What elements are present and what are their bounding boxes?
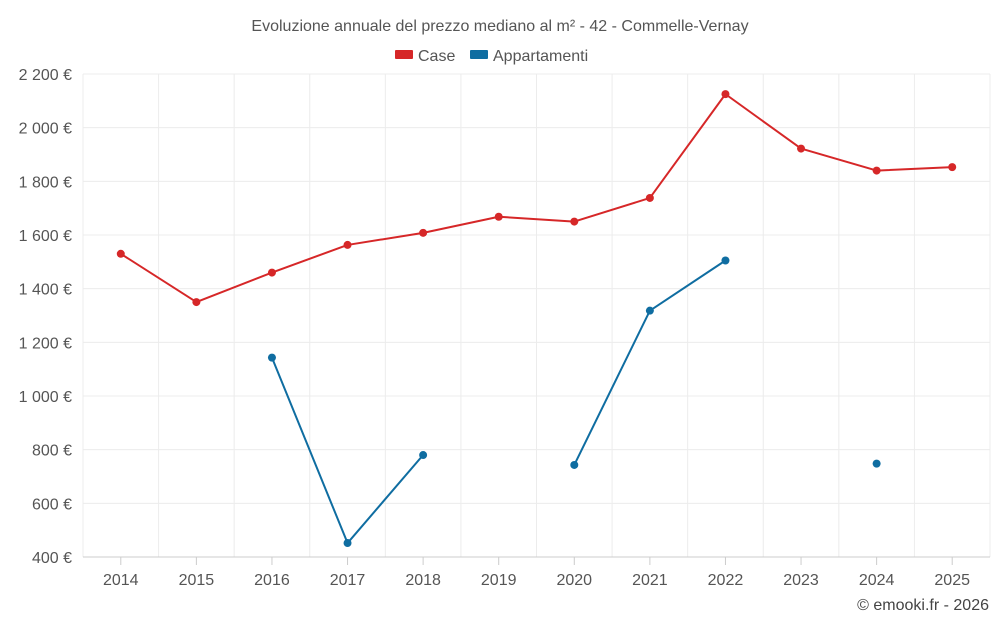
data-point-appartamenti-2022[interactable] [721, 256, 730, 265]
data-point-case-2016[interactable] [267, 268, 276, 277]
legend-label-appartamenti: Appartamenti [493, 48, 588, 65]
series-appartamenti [267, 256, 881, 548]
y-tick-label: 1 600 € [19, 228, 72, 245]
series-line-case [120, 93, 953, 304]
legend: Case Appartamenti [395, 48, 588, 65]
data-point-case-2014[interactable] [116, 249, 125, 258]
data-point-case-2017[interactable] [343, 240, 352, 249]
x-tick-label: 2015 [179, 572, 215, 589]
x-tick-label: 2016 [254, 572, 290, 589]
legend-label-case: Case [418, 48, 455, 65]
x-tick-label: 2024 [859, 572, 895, 589]
legend-swatch-case [395, 50, 413, 59]
axes: 400 € 600 € 800 € 1 000 € 1 200 € 1 400 € 1 60… [19, 67, 990, 589]
data-point-case-2020[interactable] [570, 217, 579, 226]
x-tick-label: 2019 [481, 572, 517, 589]
data-point-case-2022[interactable] [721, 90, 730, 99]
plot-area [116, 90, 957, 548]
legend-item-appartamenti[interactable]: Appartamenti [470, 48, 588, 65]
legend-item-case[interactable]: Case [395, 48, 455, 65]
data-point-appartamenti-2018[interactable] [419, 451, 428, 460]
data-point-appartamenti-2020[interactable] [570, 460, 579, 469]
data-point-case-2018[interactable] [419, 228, 428, 237]
x-tick-label: 2023 [783, 572, 819, 589]
y-tick-label: 2 000 € [19, 121, 72, 138]
x-tick-label: 2022 [708, 572, 744, 589]
x-tick-label: 2020 [556, 572, 592, 589]
x-tick-label: 2017 [330, 572, 366, 589]
chart-title: Evoluzione annuale del prezzo mediano al… [251, 18, 748, 35]
y-tick-label: 1 000 € [19, 389, 72, 406]
series-line-appartamenti [573, 259, 727, 466]
data-point-case-2019[interactable] [494, 212, 503, 221]
y-tick-label: 800 € [32, 443, 72, 460]
data-point-appartamenti-2021[interactable] [645, 306, 654, 315]
data-point-case-2023[interactable] [797, 144, 806, 153]
data-point-case-2025[interactable] [948, 163, 957, 172]
y-tick-label: 400 € [32, 550, 72, 567]
x-tick-label: 2014 [103, 572, 139, 589]
x-tick-label: 2025 [934, 572, 970, 589]
data-point-case-2015[interactable] [192, 298, 201, 307]
data-point-appartamenti-2017[interactable] [343, 539, 352, 548]
y-tick-label: 600 € [32, 496, 72, 513]
legend-swatch-appartamenti [470, 50, 488, 59]
series-case [116, 90, 957, 307]
y-tick-label: 1 800 € [19, 174, 72, 191]
y-tick-label: 1 200 € [19, 335, 72, 352]
data-point-appartamenti-2016[interactable] [267, 353, 276, 362]
grid [82, 73, 991, 557]
y-tick-label: 1 400 € [19, 282, 72, 299]
data-point-case-2024[interactable] [872, 166, 881, 175]
x-tick-label: 2018 [405, 572, 441, 589]
series-line-appartamenti [271, 357, 424, 545]
credit-text: © emooki.fr - 2026 [857, 597, 989, 614]
data-point-case-2021[interactable] [645, 193, 654, 202]
x-tick-label: 2021 [632, 572, 668, 589]
y-tick-label: 2 200 € [19, 67, 72, 84]
data-point-appartamenti-2024[interactable] [872, 459, 881, 468]
